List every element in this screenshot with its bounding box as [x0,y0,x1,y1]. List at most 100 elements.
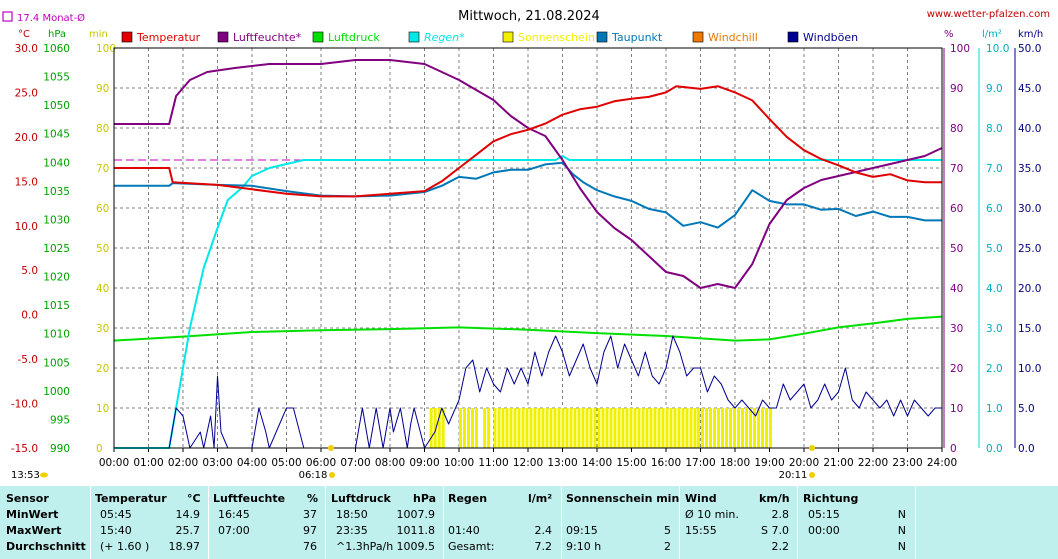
pressure-tick-label: 1020 [43,272,70,284]
stats-s-val: 5 [664,524,671,537]
site-link[interactable]: www.wetter-pfalzen.com [927,9,1050,20]
pressure-tick-label: 1030 [43,214,70,226]
stats-d-val: N [897,540,906,553]
stats-d-time: 05:15 [808,508,840,521]
sunshine-bar [637,408,641,448]
sunshine-bar [681,408,685,448]
sunshine-bar [717,408,721,448]
sunshine-bar [621,408,625,448]
sunshine-bar [709,408,713,448]
humidity-tick-label: 100 [950,43,970,55]
humidity-tick-label: 20 [950,363,963,375]
sunshine-bar [673,408,677,448]
wind-tick-label: 35.0 [1018,163,1041,175]
sunshine-bar [463,408,466,448]
humidity-tick-label: 0 [950,443,957,455]
temp-tick-label: -5.0 [18,354,39,366]
sunshine-bar [625,408,629,448]
sunshine-bar [513,408,517,448]
stats-header-wind: Wind [685,492,717,505]
rain-tick-label: 5.0 [986,243,1003,255]
pressure-tick-label: 1040 [43,157,70,169]
stats-p-val: 1007.9 [396,508,436,521]
sunset-marker: 20:11 [779,445,815,481]
sunshine-bar [505,408,509,448]
stats-header-wind-unit: km/h [759,492,790,505]
legend-label: Taupunkt [611,31,663,44]
pressure-tick-label: 1045 [43,129,70,141]
legend-label: Sonnenschein [518,31,595,44]
legend-label: Temperatur [136,31,201,44]
legend-swatch [596,31,608,43]
temp-tick-label: -10.0 [11,399,38,411]
sunshine-bar [597,408,601,448]
pressure-tick-label: 990 [50,443,70,455]
sunrise-dot [328,445,334,451]
sunshine-bar [653,408,657,448]
pressure-tick-label: 1025 [43,243,70,255]
sunshine-bar [741,408,745,448]
corner-sun-icon [40,472,48,478]
sunshine-bar [509,408,513,448]
sunshine-bar [601,408,605,448]
sunshine-bar [617,408,621,448]
stats-w-time: 15:55 [685,524,717,537]
sunshine-bar [541,408,545,448]
stats-separator [561,486,562,559]
temp-tick-label: -15.0 [11,443,38,455]
sunshine-bar [761,408,765,448]
stats-header-sensor: Sensor [6,492,49,505]
corner-time: 13:53 [11,470,40,481]
sunshine-bar [483,408,487,448]
x-tick-label: 10:00 [444,457,474,469]
month-avg-label: 17.4 Monat-Ø [17,12,85,24]
sunshine-bar [745,408,749,448]
pressure-tick-label: 1035 [43,186,70,198]
x-tick-label: 02:00 [168,457,198,469]
stats-table: Sensor Temperatur °C Luftfeuchte % Luftd… [0,486,1058,559]
humidity-tick-label: 60 [950,203,963,215]
stats-t-val: 18.97 [168,540,201,553]
sunshine-bar [749,408,753,448]
unit-minutes: min [89,29,108,40]
sunshine-bar [693,408,697,448]
chart-title: Mittwoch, 21.08.2024 [458,9,600,24]
legend-swatch [217,31,229,43]
sunset-sun-icon [809,472,815,478]
stats-w-val: 2.2 [771,540,790,553]
x-tick-label: 03:00 [202,457,232,469]
stats-header-rain: Regen [448,492,488,505]
x-tick-label: 00:00 [99,457,129,469]
stats-h-val: 37 [303,508,317,521]
x-tick-label: 12:00 [513,457,543,469]
sunrise-marker: 06:18 [299,445,335,481]
rain-tick-label: 7.0 [986,163,1003,175]
wind-tick-label: 0.0 [1018,443,1035,455]
sunshine-bar [585,408,589,448]
stats-separator [90,486,91,559]
sunshine-bar [645,408,649,448]
stats-s-time: 09:15 [566,524,598,537]
sunshine-bar [769,408,773,448]
stats-s-time: 9:10 h [566,540,602,553]
stats-header-humidity: Luftfeuchte [213,492,286,505]
stats-r-time: 01:40 [448,524,480,537]
sunshine-bar [573,408,577,448]
sunshine-bar [501,408,505,448]
stats-label: MinWert [6,508,59,521]
stats-separator [797,486,798,559]
legend-swatch [502,31,514,43]
x-tick-label: 06:00 [306,457,336,469]
x-tick-label: 18:00 [720,457,750,469]
pressure-tick-label: 1050 [43,100,70,112]
x-tick-label: 21:00 [823,457,853,469]
temp-tick-label: 5.0 [21,265,38,277]
minutes-tick-label: 40 [96,283,109,295]
pressure-tick-label: 1005 [43,357,70,369]
pressure-tick-label: 1055 [43,72,70,84]
rain-tick-label: 1.0 [986,403,1003,415]
series-line-temperatur [114,85,942,198]
series-line-luftdruck [113,315,943,342]
sunshine-bar [609,408,613,448]
pressure-tick-label: 1060 [43,43,70,55]
